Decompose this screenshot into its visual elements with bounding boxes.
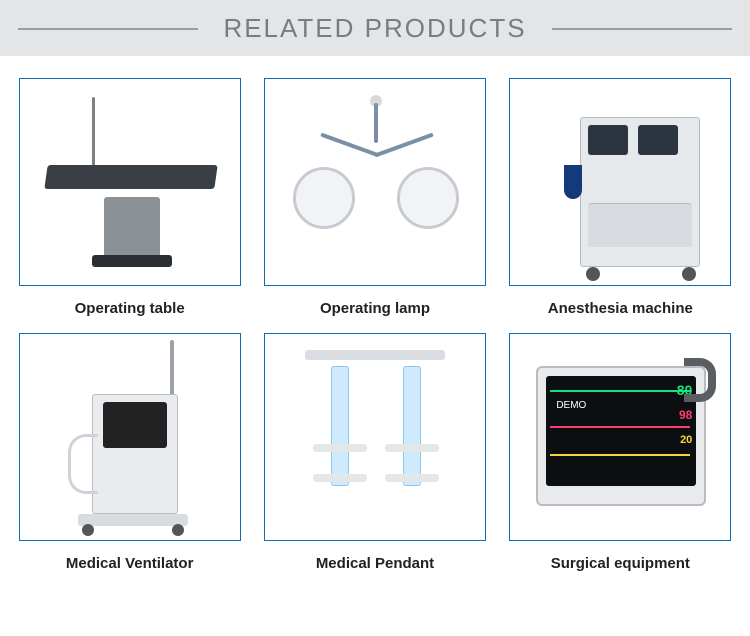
product-image-operating-lamp [264,78,486,286]
product-card-anesthesia-machine[interactable]: Anesthesia machine [509,78,732,317]
product-label: Operating lamp [320,300,430,317]
product-image-surgical-equipment: DEMO 80 98 20 [509,333,731,541]
product-label: Operating table [75,300,185,317]
product-label: Anesthesia machine [548,300,693,317]
waveform-red [550,426,690,428]
product-image-medical-pendant [264,333,486,541]
product-card-medical-pendant[interactable]: Medical Pendant [263,333,486,572]
section-header: RELATED PRODUCTS [0,0,750,56]
product-image-anesthesia-machine [509,78,731,286]
product-card-operating-table[interactable]: Operating table [18,78,241,317]
header-rule-left [18,28,198,30]
monitor-value-red: 98 [679,408,692,422]
product-label: Medical Pendant [316,555,434,572]
header-rule-right [552,28,732,30]
monitor-value-yellow: 20 [680,434,692,446]
product-card-medical-ventilator[interactable]: Medical Ventilator [18,333,241,572]
product-image-medical-ventilator [19,333,241,541]
product-card-surgical-equipment[interactable]: DEMO 80 98 20 Surgical equipment [509,333,732,572]
product-card-operating-lamp[interactable]: Operating lamp [263,78,486,317]
monitor-handle [684,358,716,402]
monitor-demo-label: DEMO [556,400,586,411]
section-title: RELATED PRODUCTS [205,13,544,44]
waveform-green [550,390,690,392]
product-label: Surgical equipment [551,555,690,572]
products-grid: Operating table Operating lamp Anesthesi… [0,56,750,572]
waveform-yellow [550,454,690,456]
product-image-operating-table [19,78,241,286]
product-label: Medical Ventilator [66,555,194,572]
